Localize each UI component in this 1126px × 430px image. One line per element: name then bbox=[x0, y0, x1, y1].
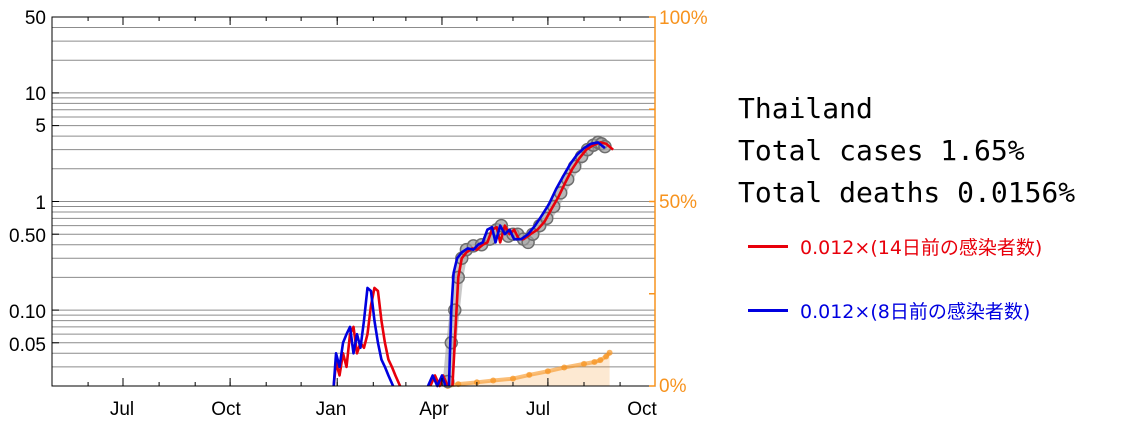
legend-swatch-blue bbox=[748, 309, 788, 312]
y-right-tick-labels: 100% 50% 0% bbox=[659, 8, 708, 397]
legend-label-blue: 0.012×(8日前の感染者数) bbox=[800, 301, 1031, 323]
x-tick-label: Oct bbox=[211, 399, 241, 420]
y-right-tick-label: 50% bbox=[659, 192, 697, 213]
orange-point bbox=[544, 368, 551, 375]
y-tick-label: 50 bbox=[25, 8, 46, 29]
legend-swatch-red bbox=[748, 245, 788, 248]
x-tick-label: Apr bbox=[419, 399, 449, 420]
red-series-line bbox=[332, 286, 402, 387]
orange-area-fill bbox=[447, 352, 610, 386]
observed-points bbox=[441, 135, 612, 389]
x-tick-labels: Jul Oct Jan Apr Jul Oct bbox=[110, 399, 658, 420]
orange-point bbox=[580, 360, 587, 367]
x-tick-label: Jan bbox=[316, 399, 347, 420]
orange-point bbox=[597, 357, 604, 364]
y-tick-label: 5 bbox=[35, 116, 46, 137]
y-tick-label: 0.50 bbox=[9, 226, 46, 247]
y-tick-label: 10 bbox=[25, 84, 46, 105]
y-right-tick-label: 100% bbox=[659, 8, 708, 29]
total-deaths-text: Total deaths 0.0156% bbox=[738, 176, 1076, 209]
legend-item-red: 0.012×(14日前の感染者数) bbox=[748, 233, 1042, 260]
red-series-line bbox=[451, 141, 614, 387]
blue-series-line bbox=[447, 141, 606, 387]
info-panel: Thailand Total cases 1.65% Total deaths … bbox=[738, 88, 1075, 214]
orange-point bbox=[509, 375, 516, 382]
y-tick-label: 0.05 bbox=[9, 335, 46, 356]
orange-point bbox=[490, 377, 497, 384]
y-tick-label: 0.10 bbox=[9, 302, 46, 323]
orange-point bbox=[526, 371, 533, 378]
total-cases-text: Total cases 1.65% bbox=[738, 134, 1025, 167]
axis-ticks bbox=[51, 16, 656, 387]
orange-area bbox=[444, 349, 613, 389]
y-tick-label: 1 bbox=[35, 193, 46, 214]
legend-item-blue: 0.012×(8日前の感染者数) bbox=[748, 297, 1030, 324]
y-right-tick-label: 0% bbox=[659, 376, 687, 397]
grid-lines bbox=[52, 16, 655, 387]
legend-label-red: 0.012×(14日前の感染者数) bbox=[800, 237, 1043, 259]
orange-point bbox=[606, 349, 613, 356]
observed-band bbox=[442, 137, 610, 387]
x-tick-label: Jul bbox=[526, 399, 550, 420]
blue-series-line bbox=[332, 286, 395, 387]
orange-point bbox=[591, 359, 598, 366]
orange-point bbox=[561, 364, 568, 371]
x-tick-label: Jul bbox=[110, 399, 134, 420]
y-left-tick-labels: 50 10 5 1 0.50 0.10 0.05 bbox=[9, 8, 46, 356]
x-tick-label: Oct bbox=[627, 399, 657, 420]
country-name: Thailand bbox=[738, 92, 873, 125]
